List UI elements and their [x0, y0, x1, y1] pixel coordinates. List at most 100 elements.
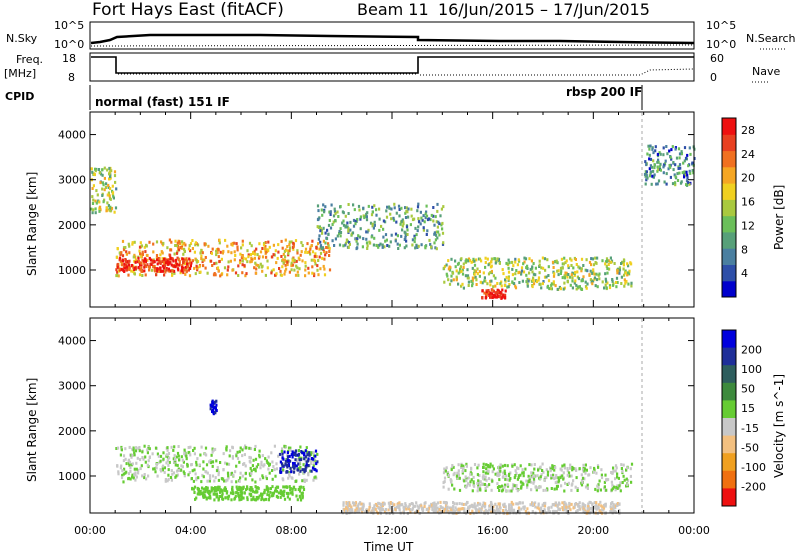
echo-cell	[589, 506, 592, 510]
echo-cell	[284, 259, 287, 263]
echo-cell	[593, 276, 597, 280]
echo-cell	[188, 261, 191, 265]
echo-cell	[542, 502, 546, 505]
echo-cell	[499, 463, 502, 467]
echo-cell	[215, 409, 218, 412]
echo-cell	[461, 469, 464, 473]
echo-cell	[373, 204, 376, 208]
echo-cell	[314, 262, 317, 266]
echo-cell	[231, 455, 234, 459]
echo-cell	[175, 251, 179, 255]
echo-cell	[195, 476, 198, 480]
echo-cell	[611, 483, 614, 487]
echo-cell	[178, 260, 181, 264]
echo-cell	[267, 455, 270, 459]
echo-cell	[128, 266, 131, 270]
echo-cell	[510, 508, 513, 512]
echo-cell	[553, 477, 556, 481]
echo-cell	[254, 444, 257, 448]
echo-cell	[304, 264, 307, 268]
echo-cell	[548, 287, 551, 291]
echo-cell	[133, 266, 136, 270]
echo-cell	[575, 263, 578, 266]
echo-cell	[170, 240, 173, 244]
echo-cell	[537, 278, 540, 282]
echo-cell	[589, 501, 592, 505]
echo-cell	[539, 282, 542, 286]
echo-cell	[314, 459, 317, 463]
echo-cell	[265, 485, 268, 489]
echo-cell	[223, 266, 227, 270]
echo-cell	[246, 260, 249, 264]
echo-cell	[161, 260, 164, 264]
echo-cell	[518, 270, 521, 274]
echo-cell	[466, 482, 470, 486]
echo-cell	[615, 276, 619, 280]
echo-cell	[242, 496, 245, 500]
echo-cell	[432, 206, 435, 209]
echo-cell	[554, 501, 557, 505]
echo-cell	[445, 263, 448, 267]
echo-cell	[292, 241, 295, 245]
echo-cell	[499, 290, 502, 294]
echo-cell	[336, 210, 339, 214]
echo-cell	[287, 446, 291, 450]
echo-cell	[215, 469, 219, 473]
echo-cell	[116, 464, 119, 468]
echo-cell	[258, 265, 261, 269]
echo-cell	[277, 491, 280, 495]
echo-cell	[442, 510, 446, 514]
nsearch-label: N.Search	[746, 32, 796, 45]
echo-cell	[669, 165, 672, 169]
nsky-label: N.Sky	[6, 32, 38, 45]
echo-cell	[655, 182, 658, 186]
echo-cell	[593, 272, 596, 276]
echo-cell	[298, 489, 302, 493]
echo-cell	[436, 209, 439, 213]
echo-cell	[584, 285, 588, 289]
echo-cell	[526, 483, 529, 487]
echo-cell	[345, 507, 348, 511]
echo-cell	[137, 265, 140, 269]
echo-cell	[307, 271, 310, 275]
echo-cell	[117, 470, 120, 474]
echo-cell	[112, 194, 115, 198]
echo-cell	[194, 497, 197, 501]
echo-cell	[138, 267, 141, 271]
echo-cell	[95, 189, 98, 193]
echo-cell	[395, 220, 398, 224]
echo-cell	[194, 472, 197, 476]
echo-cell	[444, 469, 447, 473]
echo-cell	[318, 247, 321, 251]
echo-cell	[231, 456, 234, 460]
echo-cell	[109, 209, 112, 213]
echo-cell	[409, 510, 412, 514]
echo-cell	[225, 447, 228, 451]
echo-cell	[183, 250, 186, 253]
echo-cell	[310, 469, 313, 473]
echo-cell	[539, 477, 542, 481]
echo-cell	[388, 244, 391, 248]
echo-cell	[648, 153, 651, 157]
echo-cell	[132, 270, 135, 274]
echo-cell	[101, 173, 104, 177]
echo-cell	[315, 255, 318, 259]
echo-cell	[482, 466, 485, 469]
echo-cell	[285, 458, 288, 461]
echo-cell	[514, 257, 517, 261]
echo-cell	[590, 280, 593, 284]
echo-cell	[564, 271, 567, 275]
echo-cell	[210, 489, 213, 493]
echo-cell	[191, 239, 194, 242]
echo-cell	[599, 510, 602, 514]
echo-cell	[342, 501, 345, 505]
echo-cell	[169, 254, 172, 258]
echo-cell	[141, 274, 144, 277]
echo-cell	[515, 472, 518, 475]
echo-cell	[177, 454, 180, 458]
echo-cell	[365, 230, 368, 234]
echo-cell	[380, 505, 383, 509]
echo-cell	[248, 492, 251, 496]
echo-cell	[238, 261, 242, 265]
echo-cell	[436, 506, 439, 510]
